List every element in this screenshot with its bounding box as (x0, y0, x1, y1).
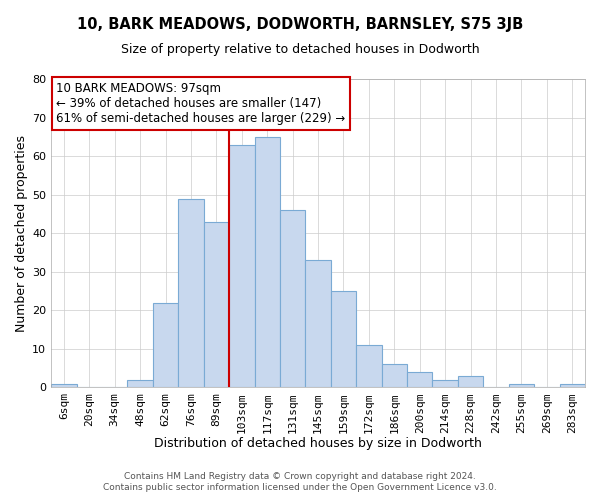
Text: 10 BARK MEADOWS: 97sqm
← 39% of detached houses are smaller (147)
61% of semi-de: 10 BARK MEADOWS: 97sqm ← 39% of detached… (56, 82, 346, 125)
Text: Contains public sector information licensed under the Open Government Licence v3: Contains public sector information licen… (103, 484, 497, 492)
Bar (560, 384, 585, 388)
Bar (331, 291, 356, 388)
Bar (356, 345, 382, 388)
Bar (280, 210, 305, 388)
Bar (509, 384, 534, 388)
X-axis label: Distribution of detached houses by size in Dodworth: Distribution of detached houses by size … (154, 437, 482, 450)
Bar (127, 380, 153, 388)
Bar (433, 380, 458, 388)
Y-axis label: Number of detached properties: Number of detached properties (15, 134, 28, 332)
Bar (382, 364, 407, 388)
Bar (407, 372, 433, 388)
Bar (178, 198, 203, 388)
Text: 10, BARK MEADOWS, DODWORTH, BARNSLEY, S75 3JB: 10, BARK MEADOWS, DODWORTH, BARNSLEY, S7… (77, 18, 523, 32)
Bar (203, 222, 229, 388)
Text: Size of property relative to detached houses in Dodworth: Size of property relative to detached ho… (121, 42, 479, 56)
Bar (51, 384, 77, 388)
Text: Contains HM Land Registry data © Crown copyright and database right 2024.: Contains HM Land Registry data © Crown c… (124, 472, 476, 481)
Bar (458, 376, 484, 388)
Bar (254, 137, 280, 388)
Bar (305, 260, 331, 388)
Bar (229, 144, 254, 388)
Bar (153, 302, 178, 388)
